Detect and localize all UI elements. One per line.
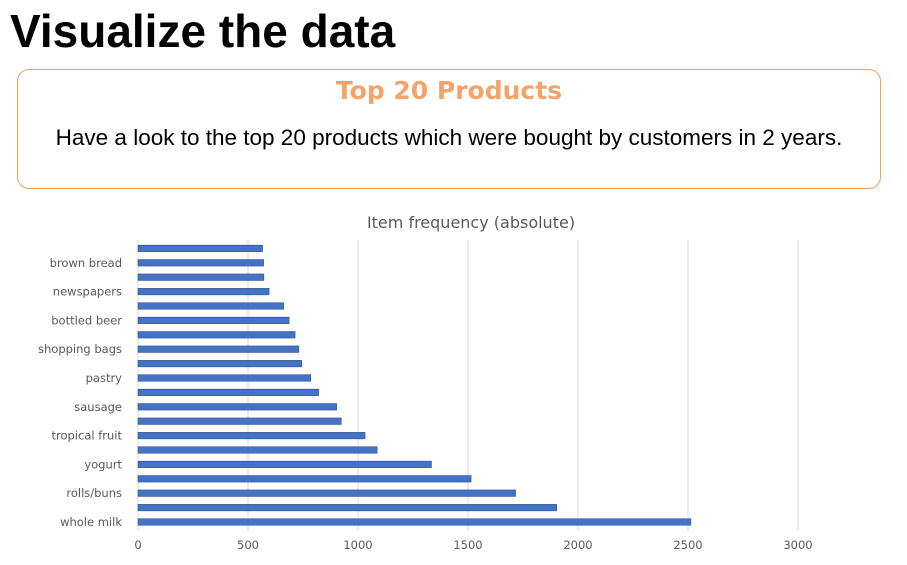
category-label: pastry [86, 371, 123, 385]
chart-title: Item frequency (absolute) [367, 213, 575, 232]
callout-box: Top 20 Products Have a look to the top 2… [17, 69, 881, 189]
callout-body: Have a look to the top 20 products which… [55, 125, 843, 150]
category-label: brown bread [50, 256, 122, 270]
category-label: whole milk [60, 515, 122, 529]
x-tick-label: 1000 [343, 538, 372, 552]
category-label: bottled beer [51, 313, 122, 327]
category-label: sausage [74, 400, 122, 414]
category-labels: whole milk rolls/buns yogurt tropical fruit… [38, 256, 122, 529]
x-tick-label: 2000 [563, 538, 592, 552]
x-tick-label: 1500 [453, 538, 482, 552]
category-label: newspapers [53, 285, 122, 299]
bar [137, 288, 270, 296]
bar [137, 446, 378, 454]
slide-title: Visualize the data [10, 5, 396, 57]
category-label: rolls/buns [66, 486, 122, 500]
bar [137, 489, 516, 497]
x-tick-label: 3000 [783, 538, 812, 552]
bar [137, 259, 264, 267]
bar [137, 504, 557, 512]
bar [137, 432, 366, 440]
bars [137, 244, 692, 526]
x-tick-label: 2500 [673, 538, 702, 552]
x-tick-labels: 0 500 1000 1500 2000 2500 3000 [134, 538, 812, 552]
category-label: yogurt [84, 457, 122, 471]
bar [137, 475, 472, 483]
bar [137, 374, 311, 382]
x-tick-label: 500 [237, 538, 259, 552]
bar [137, 388, 319, 396]
x-tick-label: 0 [134, 538, 141, 552]
bar [137, 460, 432, 468]
category-label: shopping bags [38, 342, 122, 356]
item-frequency-chart: Item frequency (absolute) whole milk roll… [38, 213, 813, 552]
bar [137, 518, 692, 526]
bar [137, 345, 300, 353]
bar [137, 403, 337, 411]
bar [137, 417, 342, 425]
bar [137, 244, 263, 252]
category-label: tropical fruit [51, 429, 122, 443]
bar [137, 316, 290, 324]
bar [137, 273, 265, 281]
bar [137, 360, 302, 368]
callout-heading: Top 20 Products [335, 76, 563, 105]
gridlines [137, 240, 799, 531]
bar [137, 331, 296, 339]
bar [137, 302, 284, 310]
